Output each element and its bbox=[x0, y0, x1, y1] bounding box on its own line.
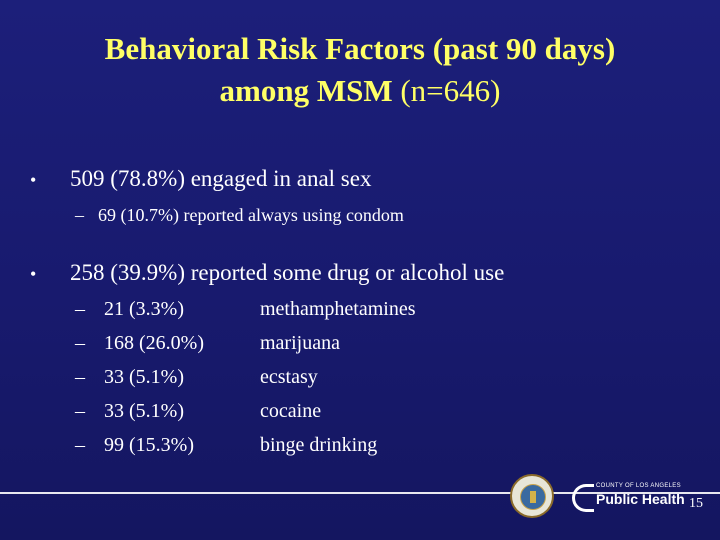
sub-bullet-condom: –69 (10.7%) reported always using condom bbox=[75, 204, 404, 226]
sub-bullet-marker: – bbox=[75, 400, 85, 422]
sub-bullet-marker: – bbox=[75, 434, 85, 456]
bullet-drug-alcohol: • 258 (39.9%) reported some drug or alcoh… bbox=[30, 259, 504, 288]
substance-label: binge drinking bbox=[260, 434, 378, 456]
substance-label: methamphetamines bbox=[260, 298, 416, 320]
substance-label: marijuana bbox=[260, 332, 340, 354]
slide-title: Behavioral Risk Factors (past 90 days) a… bbox=[30, 28, 690, 112]
substance-value: 33 (5.1%) bbox=[104, 366, 184, 388]
bullet-marker: • bbox=[30, 264, 37, 284]
substance-value: 99 (15.3%) bbox=[104, 434, 194, 456]
bullet-text: 258 (39.9%) reported some drug or alcoho… bbox=[70, 260, 505, 285]
public-health-logo: COUNTY OF LOS ANGELES Public Health bbox=[572, 480, 685, 516]
substance-label: ecstasy bbox=[260, 366, 318, 388]
bullet-anal-sex: • 509 (78.8%) engaged in anal sex bbox=[30, 165, 371, 194]
bullet-text: 509 (78.8%) engaged in anal sex bbox=[70, 166, 372, 191]
sub-bullet-text: 69 (10.7%) reported always using condom bbox=[98, 205, 404, 225]
substance-label: cocaine bbox=[260, 400, 322, 422]
public-health-logo-icon bbox=[572, 484, 594, 512]
footer-divider bbox=[0, 492, 720, 494]
title-line-1: Behavioral Risk Factors (past 90 days) bbox=[104, 31, 616, 66]
sub-bullet-marker: – bbox=[75, 298, 85, 320]
title-line-2: among MSM (n=646) bbox=[30, 70, 690, 112]
logo-county-text: COUNTY OF LOS ANGELES bbox=[596, 483, 681, 489]
sub-bullet-marker: – bbox=[75, 366, 85, 388]
substance-value: 168 (26.0%) bbox=[104, 332, 204, 354]
page-number: 15 bbox=[689, 496, 703, 511]
title-line-2-bold: among MSM bbox=[219, 73, 393, 108]
county-seal-emblem bbox=[520, 484, 546, 510]
sub-bullet-marker: – bbox=[75, 205, 84, 225]
sub-bullet-marker: – bbox=[75, 332, 85, 354]
bullet-marker: • bbox=[30, 170, 37, 190]
logo-name: Public Health bbox=[596, 491, 685, 507]
substance-value: 33 (5.1%) bbox=[104, 400, 184, 422]
substance-value: 21 (3.3%) bbox=[104, 298, 184, 320]
county-seal-icon bbox=[510, 474, 554, 518]
title-line-2-rest: (n=646) bbox=[392, 73, 501, 108]
